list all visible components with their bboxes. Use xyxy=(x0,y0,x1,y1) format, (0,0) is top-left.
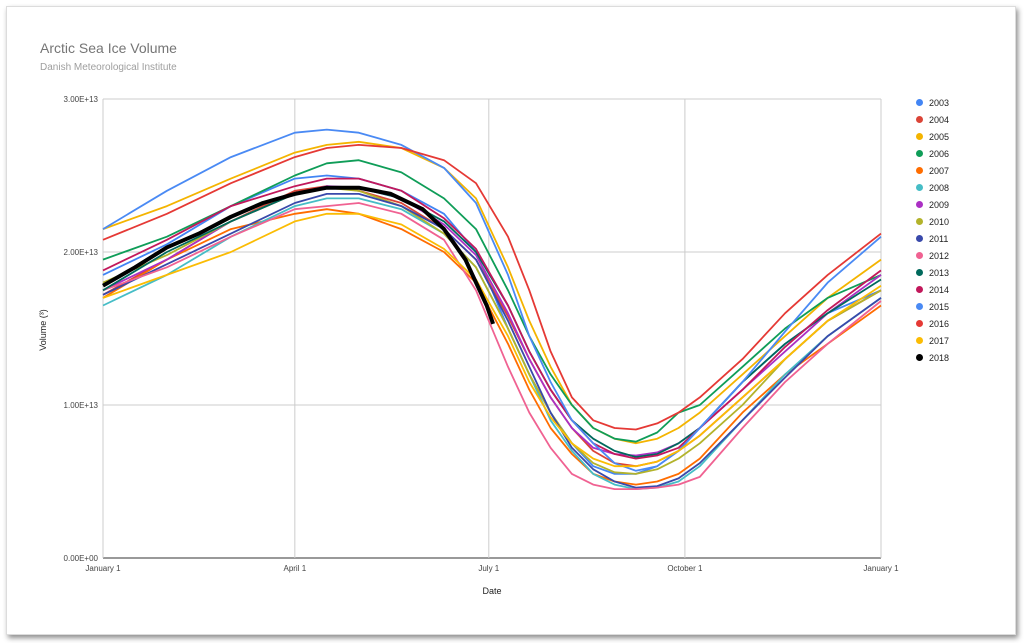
legend-label: 2018 xyxy=(929,352,950,363)
legend-label: 2017 xyxy=(929,335,950,346)
chart-title: Arctic Sea Ice Volume xyxy=(40,40,177,56)
legend-item-2010[interactable]: 2010 xyxy=(916,213,949,230)
legend-item-2003[interactable]: 2003 xyxy=(916,94,949,111)
legend-item-2007[interactable]: 2007 xyxy=(916,162,949,179)
series-line-2012 xyxy=(102,202,882,491)
legend-swatch xyxy=(916,320,923,327)
legend-label: 2010 xyxy=(929,216,950,227)
legend-label: 2016 xyxy=(929,318,950,329)
legend-label: 2014 xyxy=(929,284,950,295)
legend-label: 2007 xyxy=(929,165,950,176)
legend-swatch xyxy=(916,337,923,344)
series-line-2011 xyxy=(102,192,882,489)
series-line-2007 xyxy=(102,208,882,486)
series-line-2008 xyxy=(102,197,882,491)
series-line-2018 xyxy=(102,185,495,325)
legend-label: 2015 xyxy=(929,301,950,312)
legend-swatch xyxy=(916,133,923,140)
legend-label: 2013 xyxy=(929,267,950,278)
legend-item-2011[interactable]: 2011 xyxy=(916,230,949,247)
y-axis-ticks: 0.00E+00 1.00E+13 2.00E+13 3.00E+13 xyxy=(64,95,99,563)
legend-item-2004[interactable]: 2004 xyxy=(916,111,949,128)
series-line-2003 xyxy=(102,174,882,475)
x-axis-ticks: January 1 April 1 July 1 October 1 January 1 xyxy=(85,564,899,573)
y-tick-label: 1.00E+13 xyxy=(64,401,99,410)
x-axis-label: Date xyxy=(482,586,501,596)
legend-swatch xyxy=(916,167,923,174)
legend-item-2014[interactable]: 2014 xyxy=(916,281,949,298)
legend-swatch xyxy=(916,235,923,242)
series-line-2005 xyxy=(102,140,882,445)
legend-item-2005[interactable]: 2005 xyxy=(916,128,949,145)
legend-swatch xyxy=(916,184,923,191)
legend-swatch xyxy=(916,269,923,276)
legend-swatch xyxy=(916,150,923,157)
legend-label: 2008 xyxy=(929,182,950,193)
legend-label: 2004 xyxy=(929,114,950,125)
y-tick-label: 0.00E+00 xyxy=(64,554,99,563)
x-tick-label: July 1 xyxy=(478,564,499,573)
legend-item-2009[interactable]: 2009 xyxy=(916,196,949,213)
legend-item-2017[interactable]: 2017 xyxy=(916,332,949,349)
chart-legend[interactable]: 2003 2004 2005 2006 2007 2008 2009 2010 2011 2012… xyxy=(916,94,949,366)
series-lines xyxy=(102,128,882,491)
chart-subtitle: Danish Meteorological Institute xyxy=(40,62,177,73)
x-tick-label: January 1 xyxy=(863,564,899,573)
y-tick-label: 2.00E+13 xyxy=(64,248,99,257)
legend-label: 2005 xyxy=(929,131,950,142)
legend-item-2012[interactable]: 2012 xyxy=(916,247,949,264)
y-tick-label: 3.00E+13 xyxy=(64,95,99,104)
series-line-2014 xyxy=(102,177,882,460)
legend-label: 2009 xyxy=(929,199,950,210)
legend-item-2015[interactable]: 2015 xyxy=(916,298,949,315)
legend-swatch xyxy=(916,116,923,123)
x-tick-label: January 1 xyxy=(85,564,121,573)
legend-item-2016[interactable]: 2016 xyxy=(916,315,949,332)
legend-swatch xyxy=(916,99,923,106)
legend-swatch xyxy=(916,201,923,208)
legend-swatch xyxy=(916,354,923,361)
legend-item-2018[interactable]: 2018 xyxy=(916,349,949,366)
series-line-2017 xyxy=(102,212,882,468)
x-tick-label: October 1 xyxy=(667,564,703,573)
legend-swatch xyxy=(916,303,923,310)
legend-item-2013[interactable]: 2013 xyxy=(916,264,949,281)
legend-item-2006[interactable]: 2006 xyxy=(916,145,949,162)
legend-swatch xyxy=(916,286,923,293)
legend-label: 2003 xyxy=(929,97,950,108)
legend-label: 2012 xyxy=(929,250,950,261)
legend-label: 2011 xyxy=(929,233,949,244)
y-axis-label: Volume (³) xyxy=(38,309,48,351)
legend-swatch xyxy=(916,218,923,225)
series-line-2015 xyxy=(102,128,882,472)
legend-label: 2006 xyxy=(929,148,950,159)
legend-item-2008[interactable]: 2008 xyxy=(916,179,949,196)
series-line-2006 xyxy=(102,159,882,443)
series-line-2016 xyxy=(102,143,882,431)
x-tick-label: April 1 xyxy=(283,564,306,573)
legend-swatch xyxy=(916,252,923,259)
